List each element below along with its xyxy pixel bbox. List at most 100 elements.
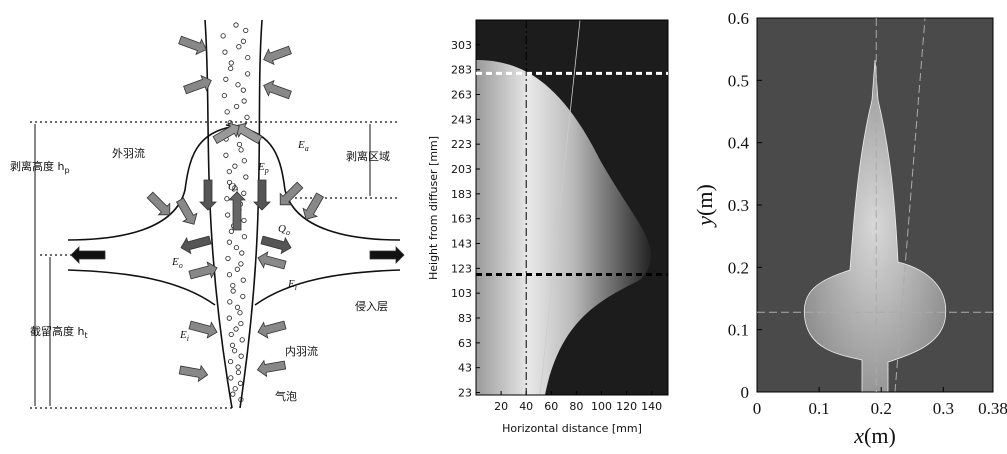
outer-edge — [254, 269, 401, 306]
inner-edge — [239, 19, 263, 409]
dimension-lines — [34, 124, 371, 406]
bubble — [240, 277, 246, 283]
label: a — [305, 144, 309, 153]
diagram — [30, 19, 401, 409]
bubble — [220, 33, 226, 39]
arrow — [260, 235, 292, 255]
bubble — [226, 315, 232, 321]
arrow — [257, 320, 287, 339]
bubble — [230, 288, 236, 294]
bubble — [225, 255, 231, 262]
arrow — [228, 191, 246, 231]
bubble — [235, 364, 241, 370]
bubble — [226, 179, 233, 186]
arrow — [178, 364, 209, 383]
bubble — [235, 369, 242, 376]
x-tick-label: 0.3 — [933, 399, 954, 418]
y-tick-label: 0 — [741, 383, 750, 402]
label: Q — [278, 223, 286, 235]
bubble — [243, 27, 249, 34]
bubble — [234, 103, 240, 110]
bubble — [232, 163, 238, 169]
frame — [475, 19, 669, 396]
bubble — [227, 358, 234, 365]
bubble — [239, 250, 245, 256]
outer-edge — [67, 269, 216, 306]
svg-text:Qi: Qi — [228, 181, 238, 195]
guide-line — [894, 17, 926, 393]
bubble — [240, 293, 246, 300]
arrow — [199, 179, 217, 211]
bubble — [240, 38, 247, 44]
y-label: y — [692, 216, 717, 228]
bubble — [240, 87, 246, 93]
label: E — [179, 329, 187, 341]
bubble — [232, 386, 238, 392]
svg-text:Qo: Qo — [278, 223, 290, 237]
arrow — [212, 122, 240, 145]
bubble — [230, 391, 236, 397]
arrow — [302, 192, 325, 220]
label: 截留高度 ht — [30, 324, 88, 340]
bubble — [235, 82, 241, 88]
label: E — [287, 278, 295, 290]
arrow — [180, 235, 212, 255]
arrow — [70, 246, 106, 264]
label: p — [264, 166, 269, 175]
y-tick-label: 163 — [451, 213, 472, 226]
bubble — [238, 396, 244, 403]
plume-image — [476, 60, 652, 395]
bubble — [237, 310, 243, 316]
y-tick-label: 0.6 — [728, 9, 749, 28]
bubble — [224, 109, 230, 115]
x-tick-label: 140 — [641, 400, 662, 413]
arrow — [263, 45, 292, 66]
bubble — [245, 54, 251, 61]
x-label: Horizontal distance [mm] — [502, 422, 642, 435]
arrow — [146, 191, 171, 216]
label: E — [297, 139, 305, 151]
bubble — [241, 234, 248, 240]
y-tick-label: 0.5 — [728, 71, 749, 90]
bubble — [226, 272, 233, 278]
bubble — [238, 147, 244, 153]
label: 侵入层 — [355, 300, 388, 313]
plot1-axes: 23 43 63 83 103 123 143 163 183 203 223 243 263 283 30… — [451, 20, 668, 413]
x-label: (m) — [864, 423, 896, 448]
label: E — [257, 161, 265, 173]
dotted-lines — [30, 121, 400, 409]
y-label: (m) — [692, 184, 717, 216]
svg-text:Eo: Eo — [171, 256, 183, 270]
x-tick-label: 0 — [753, 399, 762, 418]
bubble — [225, 212, 231, 218]
bubble — [236, 44, 242, 50]
x-tick-label: 0.1 — [808, 399, 829, 418]
arrow — [188, 261, 218, 280]
label: o — [179, 261, 183, 270]
y-tick-label: 83 — [458, 312, 472, 325]
label: 剥离区域 — [346, 149, 390, 163]
bubble — [223, 76, 229, 82]
label: t — [84, 331, 87, 340]
bubble — [233, 244, 240, 251]
y-tick-label: 303 — [451, 39, 472, 52]
arrow — [235, 122, 263, 145]
label: E — [171, 256, 179, 268]
arrow — [188, 320, 218, 339]
y-tick-label: 203 — [451, 163, 472, 176]
bubble — [228, 375, 234, 381]
x-label: x(m) — [853, 423, 896, 448]
bubble — [233, 22, 239, 28]
arrows — [70, 35, 405, 383]
x-tick-label: 120 — [616, 400, 637, 413]
bubble — [232, 348, 238, 354]
bubble — [228, 228, 234, 234]
label: 剥离高度 hp — [10, 159, 70, 175]
label: 截留高度 h — [30, 324, 84, 338]
label: i — [295, 283, 297, 292]
x-tick-label: 100 — [591, 400, 612, 413]
label: i — [187, 334, 189, 343]
bubble — [241, 217, 247, 224]
svg-text:Ea: Ea — [297, 139, 309, 153]
